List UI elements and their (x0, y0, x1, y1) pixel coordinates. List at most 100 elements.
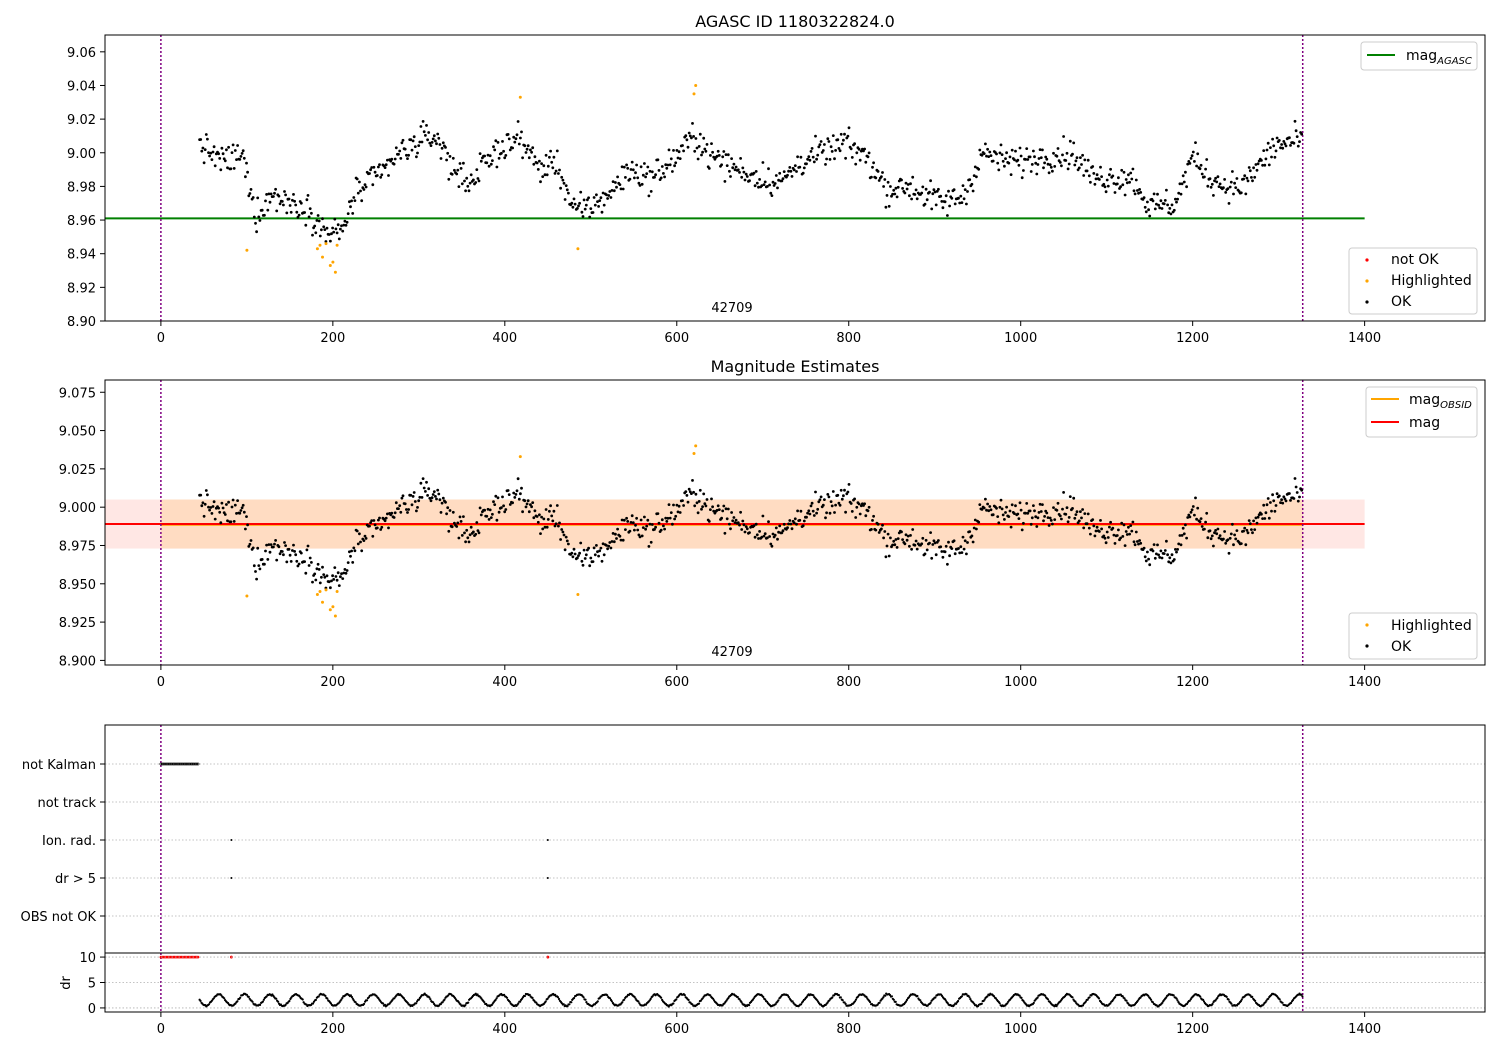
panel1-ok-point (520, 130, 523, 134)
panel1-ok-point (610, 189, 614, 192)
panel1-ok-point (538, 159, 541, 163)
panel2-ok-point (867, 505, 871, 509)
panel1-ok-point (730, 157, 733, 161)
panel1-ok-point (1256, 162, 1260, 166)
panel1-ok-point (895, 195, 899, 199)
panel1-ok-point (435, 142, 438, 146)
panel2-ok-point (1136, 540, 1139, 543)
panel2-ok-point (777, 530, 780, 534)
flag-point (164, 762, 168, 766)
panel1-ok-point (1134, 178, 1138, 182)
dr-point (544, 1000, 547, 1003)
panel1-ok-point (721, 155, 725, 159)
panel2-ok-point (850, 510, 854, 513)
panel1-ok-point (817, 145, 821, 149)
panel1-ok-point (445, 158, 448, 162)
panel1-ok-point (702, 136, 706, 140)
panel2-ok-point (1214, 529, 1217, 532)
dr-point (919, 999, 922, 1002)
panel1-ok-point (1228, 185, 1232, 189)
panel1-ok-point (1243, 174, 1247, 178)
panel2-ok-point (950, 547, 954, 550)
panel1-ok-point (457, 185, 461, 189)
flag-point (196, 762, 200, 766)
panel2-ok-point (1260, 512, 1263, 516)
panel1-ok-point (551, 166, 555, 170)
panel1-ok-point (1273, 155, 1277, 159)
panel1-ok-point (332, 230, 336, 234)
panel1-ok-point (625, 163, 628, 167)
panel2-ok-point (538, 513, 541, 517)
panel1-ok-point (230, 151, 234, 155)
panel1-ok-point (220, 146, 224, 150)
dr-point (531, 996, 534, 1000)
dr-point (1114, 996, 1117, 999)
panel2-ok-point (508, 503, 512, 506)
panel2-ok-point (217, 506, 221, 510)
panel1-ok-point (891, 192, 894, 196)
panel1-ok-point (790, 175, 794, 178)
panel2-ok-point (457, 536, 461, 540)
panel2-ok-point (952, 539, 956, 543)
panel1-ok-point (563, 198, 567, 201)
panel1-ok-point (881, 171, 884, 174)
panel1-ok-point (1260, 159, 1263, 162)
panel2-ok-point (477, 531, 481, 535)
panel2-ok-point (420, 496, 424, 499)
panel2-ok-point (838, 503, 842, 507)
panel1-ok-point (504, 154, 508, 157)
panel2-ok-point (744, 525, 748, 528)
panel2-ok-point (1128, 532, 1131, 536)
panel2-ok-point (351, 561, 355, 564)
panel2-ok-point (1209, 537, 1213, 541)
dr-point (998, 1002, 1001, 1005)
dr-point (894, 1000, 897, 1004)
panel2-ok-point (1167, 560, 1171, 564)
panel2-ok-point (704, 504, 708, 508)
panel2-ok-point (711, 505, 714, 509)
panel1-ok-point (1144, 210, 1148, 214)
panel2-ok-point (440, 501, 444, 505)
panel1-ok-point (724, 153, 728, 157)
panel1-ok-point (887, 204, 891, 208)
panel1-ok-point (1223, 178, 1226, 181)
panel1-ok-point (1106, 184, 1110, 188)
panel1-ok-point (564, 184, 568, 188)
panel1-ok-point (466, 184, 470, 188)
panel2-ok-point (814, 490, 817, 494)
panel2-ok-point (790, 527, 794, 531)
panel1-ok-point (368, 172, 371, 175)
panel2-ok-point (441, 496, 445, 500)
panel1-ok-point (418, 140, 422, 144)
panel1-ok-point (957, 196, 960, 200)
panel2-ok-point (450, 525, 454, 529)
panel2-ok-point (901, 538, 904, 541)
panel2-ok-point (221, 506, 225, 510)
panel2-ok-point (410, 503, 414, 507)
panel2-ok-point (1048, 516, 1052, 520)
panel2-highlighted-point (321, 600, 324, 604)
dr-point (1227, 998, 1230, 1001)
panel2-ok-point (387, 526, 390, 530)
panel1-ok-point (292, 193, 295, 196)
panel1-ok-point (1047, 171, 1051, 175)
panel1-ok-point (1102, 182, 1106, 186)
panel1-ok-point (692, 135, 695, 138)
panel1-ok-point (1216, 175, 1220, 179)
panel2-ok-point (1191, 505, 1195, 508)
dr-point (1084, 1000, 1087, 1003)
panel2-ok-point (1206, 536, 1210, 540)
panel1-xtick-label: 200 (320, 331, 345, 346)
panel1-ok-point (1123, 193, 1127, 197)
panel1-ok-point (809, 150, 813, 153)
panel2-ok-point (1124, 530, 1128, 533)
panel2-ok-point (1200, 525, 1204, 528)
panel1-ok-point (1010, 148, 1014, 152)
panel2-ok-point (815, 511, 818, 515)
panel2-ok-point (641, 526, 645, 529)
panel2-ok-point (601, 542, 605, 546)
panel2-ok-point (978, 503, 982, 506)
panel1-ok-point (987, 155, 991, 159)
flag-point (193, 762, 197, 766)
